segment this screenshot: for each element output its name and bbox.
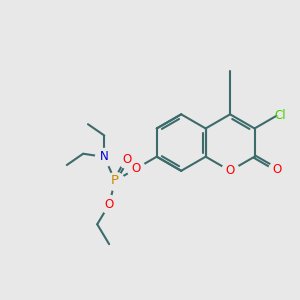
Text: N: N <box>100 150 109 164</box>
Text: O: O <box>273 163 282 176</box>
Text: O: O <box>226 164 235 177</box>
Text: O: O <box>104 198 114 211</box>
Text: Cl: Cl <box>274 109 286 122</box>
Text: O: O <box>122 153 131 166</box>
Text: P: P <box>111 174 119 187</box>
Text: O: O <box>131 162 141 175</box>
